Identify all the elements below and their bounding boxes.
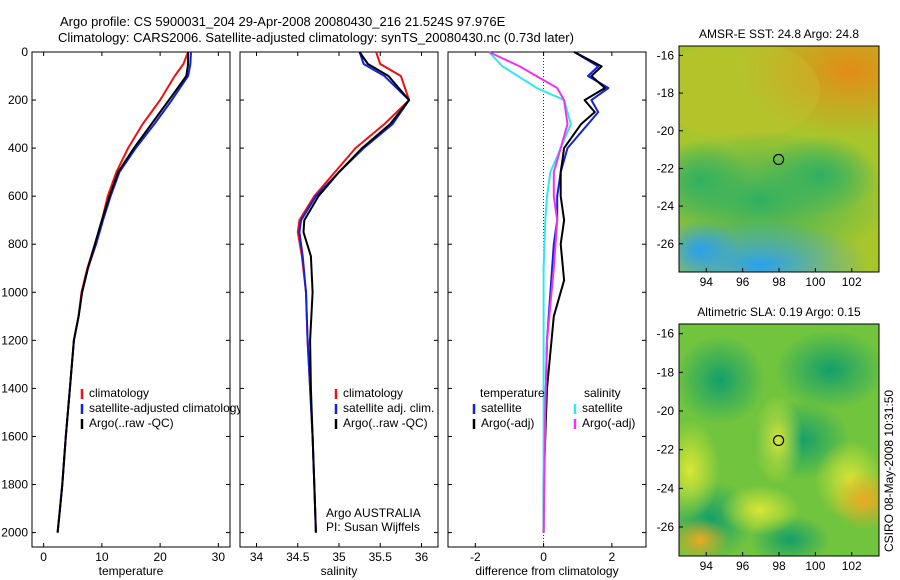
- sla-map-axes: 94 96 98 100 102 -16 -18 -20 -22 -24 -26: [657, 327, 862, 573]
- sst-map-axes: 94 96 98 100 102 -16 -18 -20 -22 -24 -26: [657, 48, 862, 289]
- depth-tick-label: 1800: [1, 478, 28, 492]
- depth-tick-label: 800: [8, 237, 28, 251]
- salinity-panel-xtick-label: 35.5: [369, 550, 393, 564]
- temperature-panel-legend-label: Argo(..raw -QC): [89, 416, 174, 430]
- sla-map-lat-label: -20: [657, 404, 675, 418]
- depth-tick-label: 1200: [1, 333, 28, 347]
- sst-map-lat-label: -16: [657, 48, 675, 62]
- figure-title-line1: Argo profile: CS 5900031_204 29-Apr-2008…: [60, 14, 506, 29]
- temperature-panel-frame: [31, 51, 231, 548]
- sla-map-argo-position-marker: [772, 434, 785, 447]
- salinity-panel: 34 34.5 35 35.5 36 salinity climatologysatelli…: [239, 51, 439, 578]
- sst-map-title: AMSR-E SST: 24.8 Argo: 24.8: [699, 27, 859, 41]
- sla-map-lon-label: 98: [772, 559, 786, 573]
- figure-title-line2: Climatology: CARS2006. Satellite-adjuste…: [58, 30, 574, 45]
- argo-annotation: PI: Susan Wijffels: [326, 520, 420, 534]
- sst-map-lat-label: -26: [657, 237, 675, 251]
- sst-map-lat-label: -24: [657, 199, 675, 213]
- diff-legend-label: Argo(-adj): [481, 416, 534, 430]
- salinity-panel-xlabel: salinity: [321, 564, 358, 578]
- depth-tick-label: 2000: [1, 526, 28, 540]
- difference-panel-frame: [447, 51, 647, 548]
- sla-map-lat-label: -22: [657, 443, 675, 457]
- diff-legend-label: satellite: [481, 401, 522, 415]
- sst-map-lat-label: -18: [657, 86, 675, 100]
- sst-map-image: [679, 46, 879, 272]
- sst-map-lon-label: 100: [805, 275, 825, 289]
- salinity-panel-xtick-label: 34.5: [286, 550, 310, 564]
- temperature-panel-legend-label: satellite-adjusted climatology: [89, 401, 242, 415]
- difference-panel-series-salinity-argo: [488, 51, 569, 533]
- sst-map-lon-label: 98: [772, 275, 786, 289]
- sla-map-lat-label: -24: [657, 481, 675, 495]
- diff-legend-label: Argo(-adj): [582, 416, 635, 430]
- diff-legend-heading: salinity: [584, 386, 621, 400]
- temperature-panel-xtick-label: 20: [153, 550, 167, 564]
- depth-tick-label: 1400: [1, 381, 28, 395]
- depth-tick-label: 0: [21, 45, 28, 59]
- salinity-panel-frame: [239, 51, 439, 548]
- depth-tick-label: 200: [8, 93, 28, 107]
- salinity-panel-legend-label: Argo(..raw -QC): [343, 416, 428, 430]
- salinity-panel-xtick-label: 35: [332, 550, 346, 564]
- sst-map-lon-label: 94: [700, 275, 714, 289]
- sla-map-lon-label: 102: [842, 559, 862, 573]
- salinity-panel-xtick-label: 34: [250, 550, 264, 564]
- argo-annotation: Argo AUSTRALIA: [326, 506, 421, 520]
- temperature-panel-xtick-label: 10: [95, 550, 109, 564]
- sst-map-lat-label: -20: [657, 124, 675, 138]
- temperature-panel-series-argo: [56, 52, 190, 533]
- diff-legend-label: satellite: [582, 401, 623, 415]
- sst-map-lon-label: 102: [842, 275, 862, 289]
- temperature-panel-xlabel: temperature: [99, 564, 164, 578]
- sla-map-lon-label: 96: [736, 559, 750, 573]
- sla-map-lon-label: 94: [700, 559, 714, 573]
- difference-panel-xtick-label: -2: [470, 550, 481, 564]
- temperature-panel-xtick-label: 0: [40, 550, 47, 564]
- sla-map-lat-label: -16: [657, 327, 675, 341]
- depth-tick-label: 1000: [1, 285, 28, 299]
- difference-panel-xlabel: difference from climatology: [475, 564, 618, 578]
- sla-map-image: [679, 324, 879, 556]
- sla-map-lat-label: -18: [657, 365, 675, 379]
- sst-map-lon-label: 96: [736, 275, 750, 289]
- depth-tick-label: 400: [8, 141, 28, 155]
- sst-map-lat-label: -22: [657, 161, 675, 175]
- sla-map-title: Altimetric SLA: 0.19 Argo: 0.15: [697, 305, 861, 319]
- sla-map-lat-label: -26: [657, 520, 675, 534]
- salinity-panel-legend-label: satellite adj. clim.: [343, 401, 434, 415]
- salinity-panel-series-argo: [302, 51, 411, 533]
- difference-panel-series-salinity-satellite: [488, 51, 572, 533]
- diff-legend-heading: temperature: [480, 386, 545, 400]
- salinity-panel-legend-label: climatology: [343, 386, 403, 400]
- salinity-panel-xtick-label: 36: [415, 550, 429, 564]
- difference-panel-xtick-label: 2: [609, 550, 616, 564]
- temperature-panel-xtick-label: 30: [212, 550, 226, 564]
- depth-tick-label: 600: [8, 189, 28, 203]
- sla-map-lon-label: 100: [805, 559, 825, 573]
- difference-panel-series-temperature-argo: [542, 51, 606, 533]
- side-timestamp-label: CSIRO 08-May-2008 10:31:50: [882, 390, 896, 552]
- sst-map-argo-position-marker: [772, 153, 785, 166]
- depth-tick-label: 1600: [1, 429, 28, 443]
- difference-panel-xtick-label: 0: [540, 550, 547, 564]
- temperature-panel-legend-label: climatology: [89, 386, 149, 400]
- temperature-panel: 0 10 20 30 0 200 400 600 800 1000 1200 1400 1600 1800…: [1, 45, 242, 578]
